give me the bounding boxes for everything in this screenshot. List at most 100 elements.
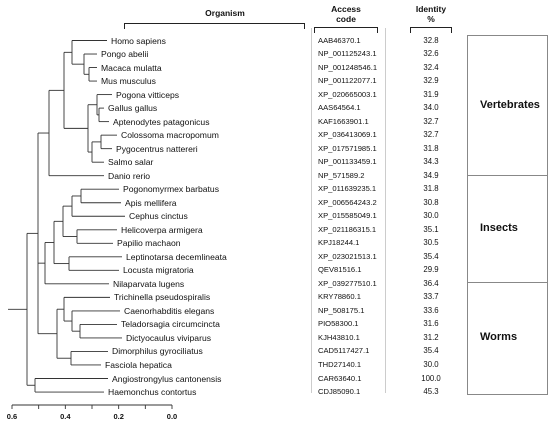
taxon-label: Leptinotarsa decemlineata — [126, 251, 227, 262]
access-code: NP_001125243.1 — [318, 49, 377, 59]
identity-value: 30.8 — [423, 197, 439, 207]
organism-bracket-left-tick — [124, 23, 125, 29]
scale-tick-label: 0.4 — [60, 412, 71, 421]
taxon-label: Helicoverpa armigera — [121, 224, 203, 235]
identity-value: 32.9 — [423, 76, 439, 86]
worms-group-box — [467, 282, 548, 395]
access-code: PIO58300.1 — [318, 319, 359, 329]
taxon-label: Apis mellifera — [125, 197, 177, 208]
taxon-label: Nilaparvata lugens — [113, 278, 185, 289]
access-code: XP_011639235.1 — [318, 184, 377, 194]
group-label-vertebrates: Vertebrates — [480, 99, 540, 111]
scale-tick-label: 0.0 — [166, 412, 178, 421]
organism-header: Organism — [205, 8, 245, 18]
taxon-label: Cephus cinctus — [129, 211, 188, 222]
identity-value: 31.8 — [423, 184, 439, 194]
taxon-label: Papilio machaon — [117, 238, 181, 249]
access-code: THD27140.1 — [318, 359, 362, 369]
taxon-label: Pogonomyrmex barbatus — [123, 184, 220, 195]
access-code: XP_021186315.1 — [318, 224, 377, 234]
group-label-insects: Insects — [480, 222, 518, 234]
organism-bracket-right-tick — [304, 23, 305, 29]
access-bracket-right-tick — [377, 27, 378, 33]
access-code-header-bracket — [314, 27, 378, 28]
identity-value: 32.8 — [423, 35, 439, 45]
taxon-label: Caenorhabditis elegans — [124, 305, 215, 316]
taxon-label: Haemonchus contortus — [108, 387, 197, 398]
taxon-label: Teladorsagia circumcincta — [121, 319, 220, 330]
access-code: NP_571589.2 — [318, 170, 365, 180]
identity-value: 31.9 — [423, 89, 439, 99]
taxon-label: Danio rerio — [108, 170, 151, 181]
identity-value: 31.6 — [423, 319, 439, 329]
taxon-label: Mus musculus — [101, 76, 156, 87]
access-code: XP_015585049.1 — [318, 211, 377, 221]
identity-value: 33.6 — [423, 305, 439, 315]
taxon-label: Pygocentrus nattereri — [116, 143, 198, 154]
identity-value: 35.4 — [423, 346, 439, 356]
identity-value: 30.5 — [423, 238, 439, 248]
taxon-label: Dictyocaulus viviparus — [126, 332, 212, 343]
scale-tick-label: 0.6 — [6, 412, 18, 421]
organism-header-bracket — [124, 23, 305, 24]
taxon-label: Fasciola hepatica — [105, 359, 172, 370]
taxon-label: Locusta migratoria — [123, 265, 194, 276]
taxon-label: Pongo abelii — [101, 49, 149, 60]
access-code: KPJ18244.1 — [318, 238, 360, 248]
access-code: CAD5117427.1 — [318, 346, 370, 356]
identity-value: 34.3 — [423, 157, 439, 167]
taxon-label: Colossoma macropomum — [121, 130, 219, 141]
access-code: NP_001133459.1 — [318, 157, 377, 167]
access-code: XP_023021513.1 — [318, 251, 377, 261]
identity-header-bracket — [410, 27, 452, 28]
access-code: XP_036413069.1 — [318, 130, 377, 140]
identity-bracket-left-tick — [410, 27, 411, 33]
identity-value: 100.0 — [421, 373, 441, 383]
scale-tick-label: 0.2 — [113, 412, 124, 421]
taxon-label: Trichinella pseudospiralis — [114, 292, 211, 303]
identity-value: 45.3 — [423, 387, 439, 397]
access-code: QEV81516.1 — [318, 265, 362, 275]
identity-value: 32.7 — [423, 116, 439, 126]
taxon-label: Angiostrongylus cantonensis — [112, 373, 222, 384]
identity-header: Identity % — [415, 4, 447, 24]
access-code-header: Access code — [331, 4, 361, 24]
taxon-label: Pogona vitticeps — [116, 89, 180, 100]
taxon-label: Macaca mulatta — [101, 62, 162, 73]
access-bracket-left-tick — [314, 27, 315, 33]
access-code: KAF1663901.1 — [318, 116, 369, 126]
identity-value: 30.0 — [423, 359, 439, 369]
access-code: AAB46370.1 — [318, 35, 361, 45]
identity-value: 33.7 — [423, 292, 439, 302]
access-code: NP_508175.1 — [318, 305, 365, 315]
identity-bracket-right-tick — [451, 27, 452, 33]
group-label-worms: Worms — [480, 331, 518, 343]
access-code: KRY78860.1 — [318, 292, 361, 302]
access-code: XP_017571985.1 — [318, 143, 377, 153]
column-divider-identity — [385, 28, 386, 393]
access-code: CAR63640.1 — [318, 373, 362, 383]
identity-value: 31.8 — [423, 143, 439, 153]
taxon-label: Dimorphilus gyrociliatus — [112, 346, 203, 357]
identity-value: 31.2 — [423, 332, 439, 342]
taxon-label: Aptenodytes patagonicus — [113, 116, 210, 127]
access-code: XP_020665003.1 — [318, 89, 377, 99]
taxon-label: Homo sapiens — [111, 35, 166, 46]
column-divider-access — [311, 28, 312, 393]
taxon-label: Gallus gallus — [108, 103, 158, 114]
identity-value: 34.9 — [423, 170, 439, 180]
access-code: KJH43810.1 — [318, 332, 360, 342]
identity-value: 32.7 — [423, 130, 439, 140]
access-code: NP_001122077.1 — [318, 76, 377, 86]
identity-value: 32.4 — [423, 62, 439, 72]
access-code: CDJ85090.1 — [318, 387, 361, 397]
access-code: XP_039277510.1 — [318, 278, 377, 288]
access-code: NP_001248546.1 — [318, 62, 378, 72]
identity-value: 35.4 — [423, 251, 439, 261]
identity-value: 34.0 — [423, 103, 439, 113]
identity-value: 32.6 — [423, 49, 439, 59]
access-code: XP_006564243.2 — [318, 197, 377, 207]
identity-value: 36.4 — [423, 278, 439, 288]
